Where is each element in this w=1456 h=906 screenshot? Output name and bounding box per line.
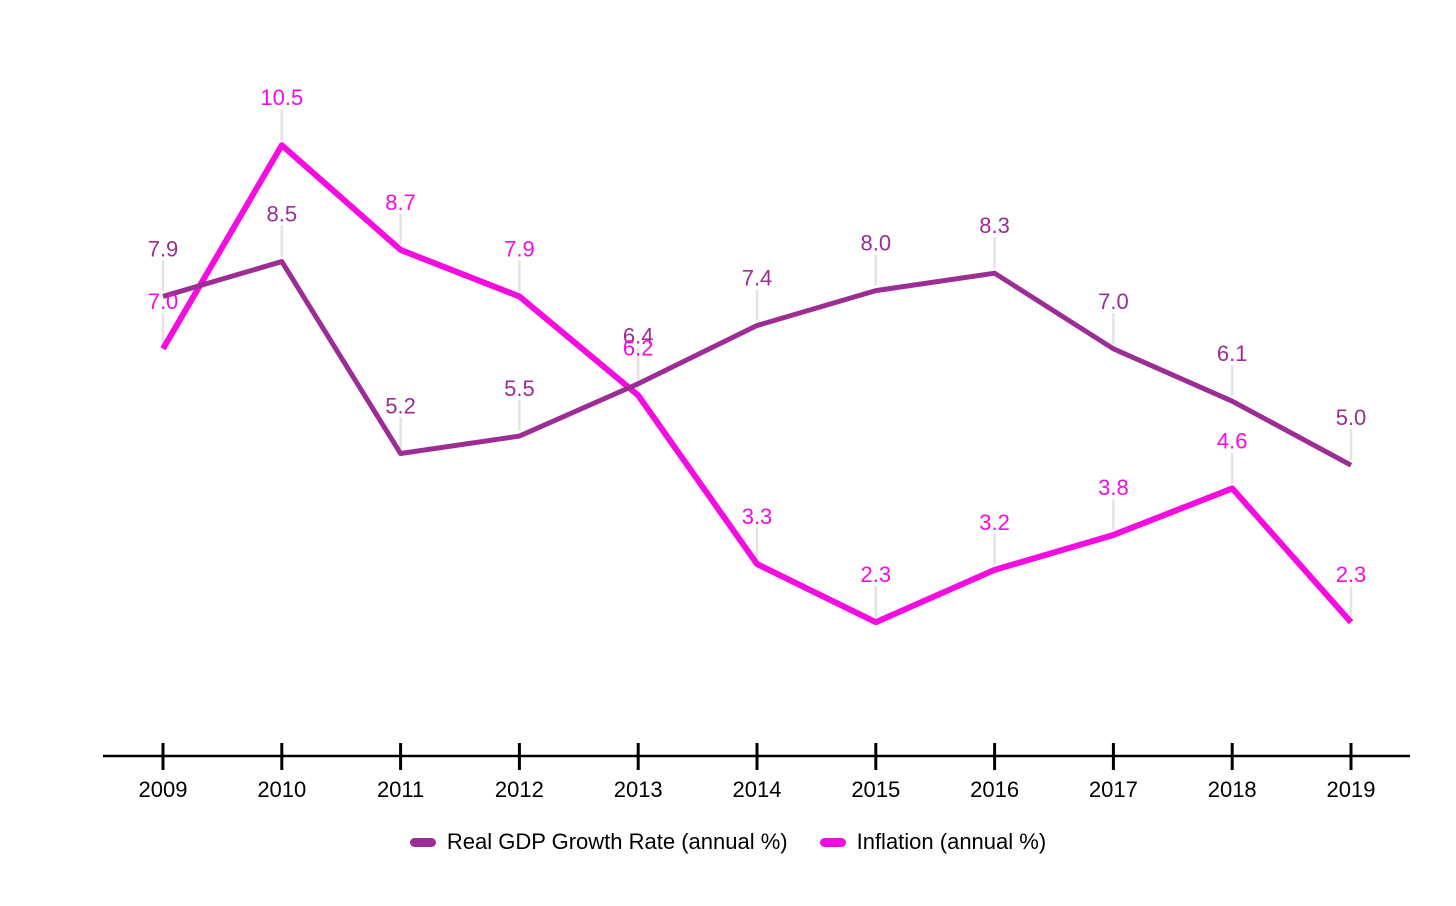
gdp-data-label: 5.0 — [1336, 405, 1367, 430]
inflation-data-label: 8.7 — [385, 190, 416, 215]
inflation-data-label: 3.3 — [742, 504, 773, 529]
gdp-data-label: 5.5 — [504, 376, 535, 401]
x-axis-label: 2018 — [1208, 777, 1257, 802]
gdp-data-label: 6.1 — [1217, 341, 1248, 366]
gdp-series-label: Real GDP Growth Rate (annual %) — [446, 829, 788, 854]
x-axis-label: 2019 — [1327, 777, 1376, 802]
inflation-data-label: 6.2 — [623, 335, 654, 360]
inflation-data-label: 3.2 — [979, 510, 1010, 535]
x-axis-label: 2010 — [257, 777, 306, 802]
inflation-series-label: Inflation (annual %) — [856, 829, 1047, 854]
inflation-data-label: 2.3 — [1336, 562, 1367, 587]
gdp-data-label: 8.0 — [861, 231, 892, 256]
gdp-data-label: 6.4 — [623, 324, 654, 349]
inflation-data-label: 7.9 — [504, 236, 535, 261]
gdp-series-line — [162, 259, 1353, 468]
gdp-data-label: 7.9 — [148, 236, 179, 261]
x-axis-label: 2011 — [377, 777, 424, 802]
x-axis-label: 2014 — [733, 777, 782, 802]
inflation-data-label: 2.3 — [861, 562, 892, 587]
x-axis-label: 2013 — [614, 777, 663, 802]
x-axis-label: 2009 — [139, 777, 188, 802]
chart-legend: Real GDP Growth Rate (annual %) Inflatio… — [0, 831, 1456, 853]
gdp-data-label: 5.2 — [385, 394, 416, 419]
gdp-data-label: 7.0 — [1098, 289, 1129, 314]
gdp-series-swatch-icon — [409, 837, 436, 847]
inflation-series-line — [160, 142, 1354, 626]
gdp-data-label: 8.3 — [979, 213, 1010, 238]
inflation-data-label: 7.0 — [148, 289, 179, 314]
inflation-data-label: 3.8 — [1098, 475, 1129, 500]
x-axis-label: 2017 — [1089, 777, 1138, 802]
gdp-data-label: 7.4 — [742, 266, 773, 291]
legend-item-inflation: Inflation (annual %) — [819, 829, 1047, 854]
x-axis-label: 2016 — [970, 777, 1019, 802]
inflation-data-label: 4.6 — [1217, 428, 1248, 453]
legend-item-gdp: Real GDP Growth Rate (annual %) — [409, 829, 788, 854]
gdp-data-label: 8.5 — [267, 202, 298, 227]
inflation-data-label: 10.5 — [260, 85, 303, 110]
x-axis-label: 2015 — [851, 777, 900, 802]
inflation-series-swatch-icon — [819, 837, 846, 847]
x-axis-label: 2012 — [495, 777, 544, 802]
